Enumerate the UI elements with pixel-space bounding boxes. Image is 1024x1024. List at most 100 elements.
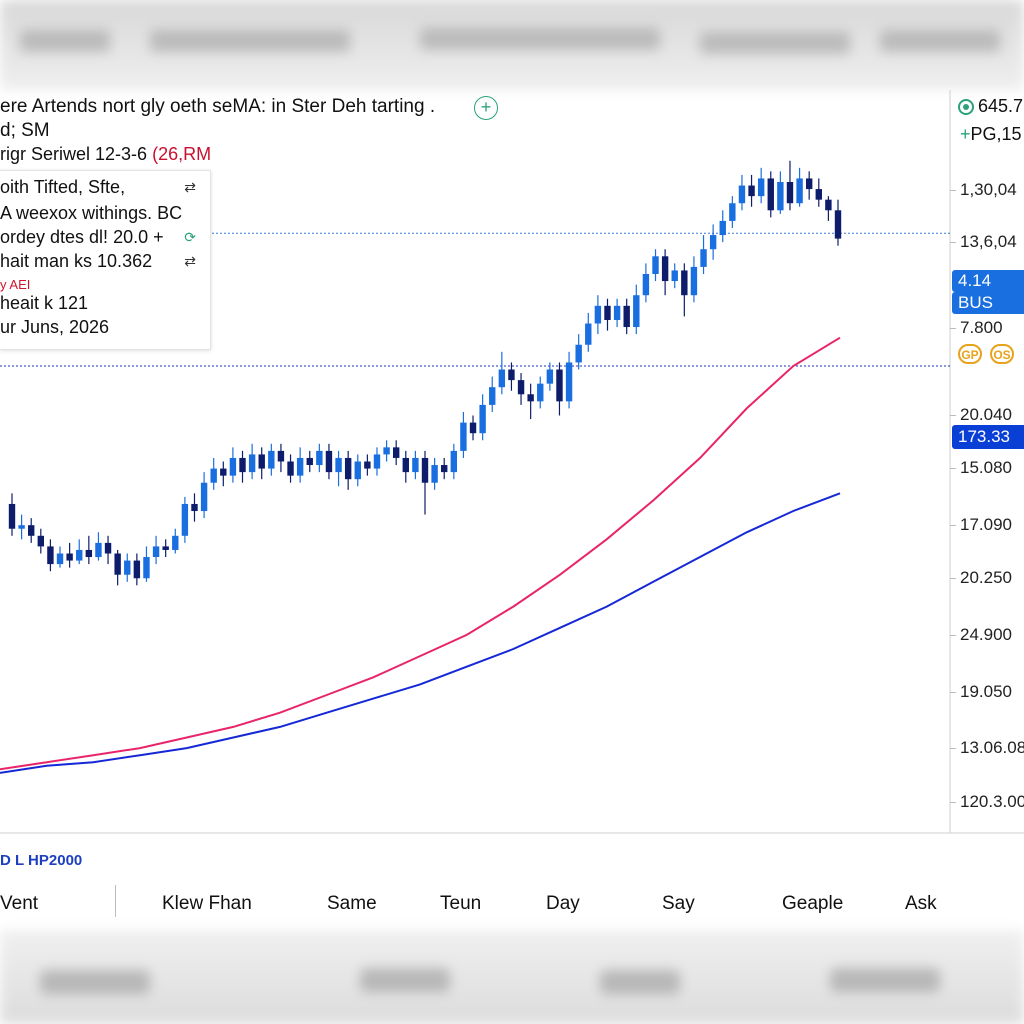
candle-body: [546, 369, 554, 384]
candle-body: [220, 468, 227, 476]
candle-body: [565, 362, 573, 402]
candle-body: [287, 461, 294, 476]
y-tick-label: 15.080: [960, 458, 1012, 477]
last-price-tag: 4.14: [952, 270, 1024, 292]
candle-body: [767, 178, 774, 211]
candle-body: [143, 557, 150, 579]
candle-body: [537, 383, 544, 402]
candle-body: [248, 454, 256, 473]
candle-body: [556, 369, 563, 402]
bottom-bar-blurred: [0, 930, 1024, 1024]
candle-body: [18, 525, 25, 529]
timeframe-tab[interactable]: Say: [662, 893, 695, 914]
candle-body: [85, 549, 93, 558]
candle-body: [258, 454, 265, 469]
y-tick-mark: [950, 190, 956, 191]
y-tick-label: 20.250: [960, 568, 1012, 587]
plus-circle-icon[interactable]: +: [474, 96, 498, 120]
candle-body: [815, 189, 822, 200]
candle-body: [700, 249, 707, 267]
swap-icon[interactable]: ⇄: [184, 253, 196, 269]
y-tick-mark: [950, 748, 956, 749]
candle-body: [316, 450, 323, 466]
candle-body: [76, 549, 83, 561]
candle-body: [412, 457, 419, 473]
candle-body: [335, 457, 342, 473]
candle-body: [623, 305, 630, 328]
candle-body: [805, 178, 813, 190]
y-tick-mark: [950, 692, 956, 693]
ma-line-pink: [0, 336, 841, 771]
series-label: rigr Seriwel 12-3-6 (26,RM: [0, 144, 211, 165]
candle-body: [354, 461, 361, 480]
candle-body: [642, 273, 650, 296]
timeframe-tab[interactable]: Klew Fhan: [162, 893, 252, 914]
right-value-1: 645.7: [958, 96, 1023, 117]
info-line-4: hait man ks 10.362: [0, 251, 153, 271]
candle-body: [114, 553, 121, 575]
candle-body: [690, 266, 698, 296]
chip-gp[interactable]: GP: [958, 344, 982, 364]
candle-body: [181, 503, 189, 536]
candle-body: [133, 560, 141, 579]
info-line-7: ur Juns, 2026: [0, 317, 110, 337]
info-panel: oith Tifted, Sfte, A weexox withings. BC…: [0, 170, 211, 350]
timeframe-tab[interactable]: Geaple: [782, 893, 844, 914]
chart-title: ere Artends nort gly oeth seMA: in Ster …: [0, 96, 436, 117]
candle-body: [527, 394, 534, 402]
candle-body: [834, 210, 842, 239]
y-tick-mark: [950, 242, 956, 243]
candle-body: [661, 256, 669, 282]
candle-body: [786, 181, 794, 204]
candle-body: [777, 181, 784, 211]
candle-body: [517, 380, 525, 395]
refresh-icon[interactable]: ⟳: [184, 229, 196, 245]
candle-body: [229, 457, 237, 476]
timeframe-tab[interactable]: Day: [546, 893, 580, 914]
candle-body: [152, 546, 160, 558]
swap-icon[interactable]: ⇄: [184, 179, 196, 195]
y-tick-mark: [950, 525, 956, 526]
y-tick-label: 24.900: [960, 625, 1012, 644]
candle-body: [344, 457, 352, 480]
candle-body: [421, 457, 429, 483]
candle-body: [508, 369, 515, 381]
chip-os[interactable]: OS: [990, 344, 1014, 364]
candle-body: [383, 447, 390, 455]
top-toolbar-blurred: [0, 0, 1024, 90]
right-value-2: +PG,15: [960, 124, 1022, 145]
candle-body: [469, 422, 477, 434]
chart-subtitle: d; SM: [0, 120, 50, 141]
y-tick-label: 20.040: [960, 405, 1012, 424]
candle-body: [719, 220, 726, 236]
candle-body: [796, 178, 803, 204]
candle-body: [738, 185, 746, 204]
candle-body: [56, 553, 64, 565]
candle-body: [296, 457, 304, 476]
timeframe-tab[interactable]: Teun: [440, 893, 482, 914]
candle-body: [671, 270, 678, 282]
candle-body: [489, 387, 496, 405]
right-value-2-text: PG,15: [970, 124, 1022, 144]
candle-body: [325, 450, 333, 473]
ma-line-blue: [0, 492, 841, 774]
level-price-tag: 173.33: [952, 425, 1024, 449]
candle-body: [652, 256, 659, 274]
y-tick-label: 13,6,04: [960, 232, 1017, 251]
info-line-3: ordey dtes dl! 20.0 +: [0, 227, 164, 247]
candle-body: [95, 542, 102, 558]
timeframe-tab[interactable]: Vent: [0, 893, 39, 914]
timeframe-tab[interactable]: Same: [327, 893, 377, 914]
candle-body: [306, 457, 313, 466]
timeframe-tab[interactable]: Ask: [905, 893, 937, 914]
candle-body: [450, 450, 458, 473]
candle-body: [104, 542, 112, 554]
candle-body: [191, 503, 198, 512]
candle-body: [498, 369, 506, 388]
candle-body: [172, 535, 179, 550]
candle-body: [585, 323, 592, 345]
status-dot-icon: [958, 99, 974, 116]
candle-body: [28, 525, 35, 536]
y-tick-label: 13.06.08: [960, 738, 1024, 757]
